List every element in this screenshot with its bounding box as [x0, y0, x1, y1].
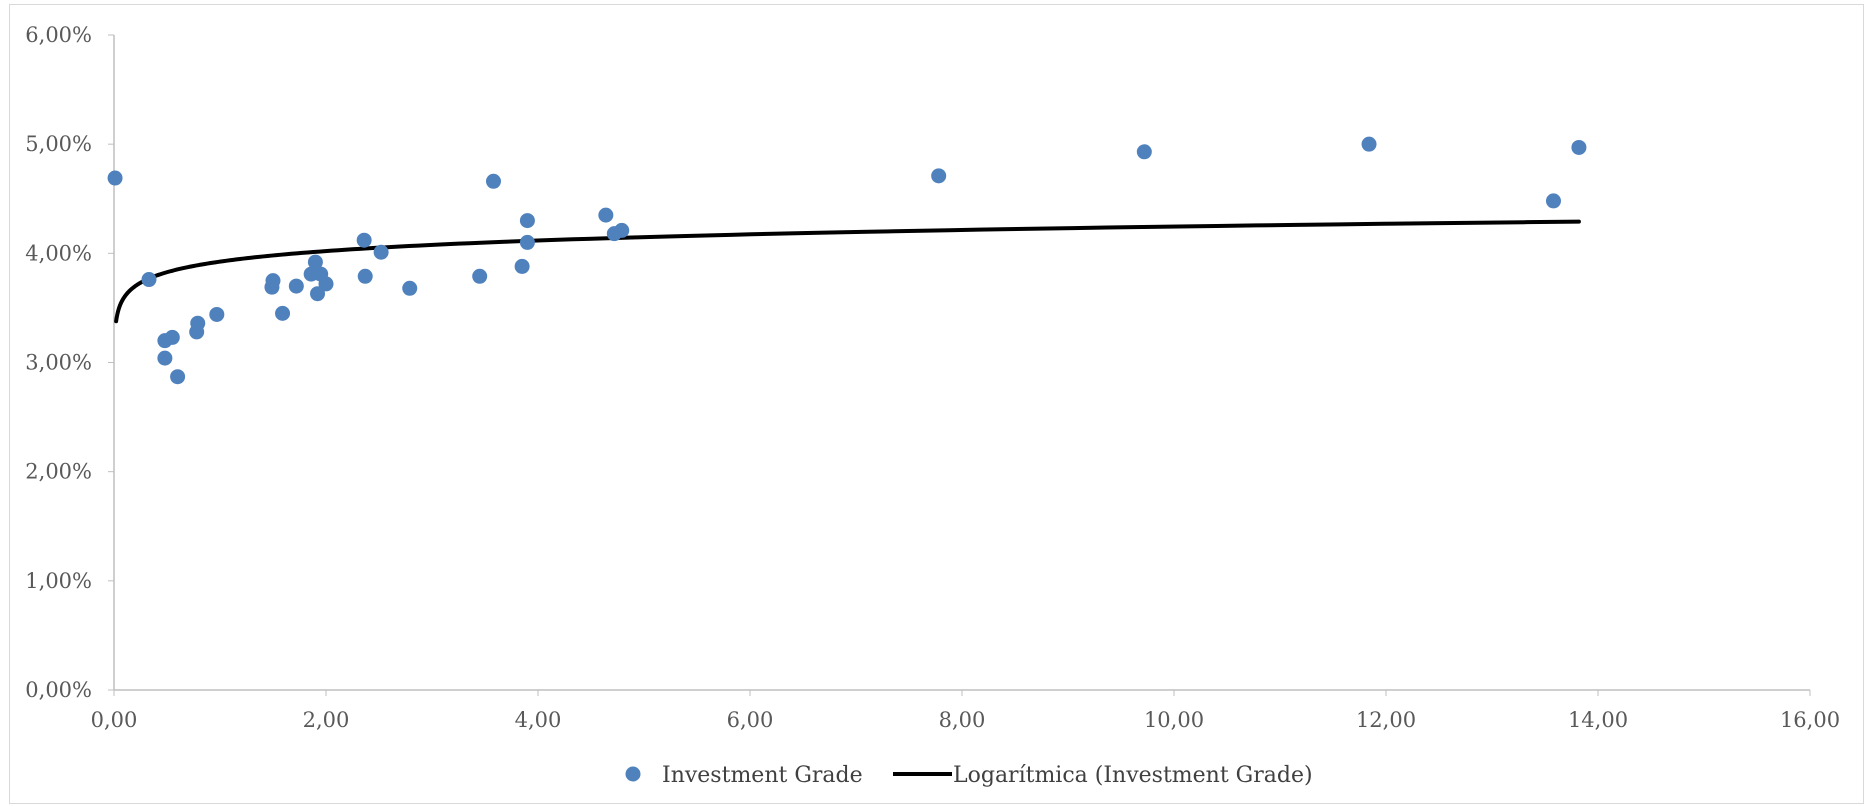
scatter-points-layer [107, 136, 1587, 385]
x-tick-labels: 0,00 2,00 4,00 6,00 8,00 10,00 12,00 14,00 16,00 [91, 690, 1840, 732]
data-point [485, 173, 501, 189]
data-point [514, 258, 530, 274]
x-tick-label: 0,00 [91, 708, 138, 732]
data-point [310, 286, 326, 302]
data-point [519, 234, 535, 250]
data-point [402, 280, 418, 296]
x-tick-label: 12,00 [1356, 708, 1416, 732]
x-tick-label: 16,00 [1780, 708, 1840, 732]
legend-label-investment-grade: Investment Grade [662, 763, 863, 788]
y-tick-label: 2,00% [25, 460, 92, 484]
y-tick-label: 5,00% [25, 132, 92, 156]
data-point [170, 369, 186, 385]
data-point [1545, 193, 1561, 209]
data-point [373, 244, 389, 260]
x-tick-label: 4,00 [515, 708, 562, 732]
data-point [614, 222, 630, 238]
data-point [288, 278, 304, 294]
data-point [598, 207, 614, 223]
data-point [275, 305, 291, 321]
legend-marker-investment-grade [625, 766, 641, 782]
legend-label-logarithmic: Logarítmica (Investment Grade) [953, 763, 1313, 788]
data-point [356, 232, 372, 248]
y-tick-label: 1,00% [25, 569, 92, 593]
data-point [190, 315, 206, 331]
data-point [318, 276, 334, 292]
y-tick-label: 0,00% [25, 678, 92, 702]
data-point [357, 268, 373, 284]
x-tick-label: 14,00 [1568, 708, 1628, 732]
y-tick-label: 3,00% [25, 351, 92, 375]
data-point [1361, 136, 1377, 152]
data-point [472, 268, 488, 284]
x-tick-label: 10,00 [1144, 708, 1204, 732]
trendline-logarithmic [114, 219, 1581, 324]
data-point [141, 272, 157, 288]
legend: Investment Grade Logarítmica (Investment… [625, 763, 1313, 788]
data-point [265, 273, 281, 289]
x-tick-label: 6,00 [727, 708, 774, 732]
data-point [157, 350, 173, 366]
x-tick-label: 8,00 [939, 708, 986, 732]
data-point [307, 254, 323, 270]
data-point [519, 213, 535, 229]
data-point [1136, 144, 1152, 160]
data-point [931, 168, 947, 184]
y-tick-label: 4,00% [25, 241, 92, 265]
data-point [164, 329, 180, 345]
y-tick-labels: 0,00% 1,00% 2,00% 3,00% 4,00% 5,00% 6,00% [25, 23, 114, 702]
data-point [107, 170, 123, 186]
axes [113, 35, 1810, 691]
y-tick-label: 6,00% [25, 23, 92, 47]
chart-frame [9, 4, 1864, 804]
data-point [1571, 139, 1587, 155]
data-point [209, 306, 225, 322]
trendline-layer [114, 219, 1581, 324]
x-tick-label: 2,00 [303, 708, 350, 732]
